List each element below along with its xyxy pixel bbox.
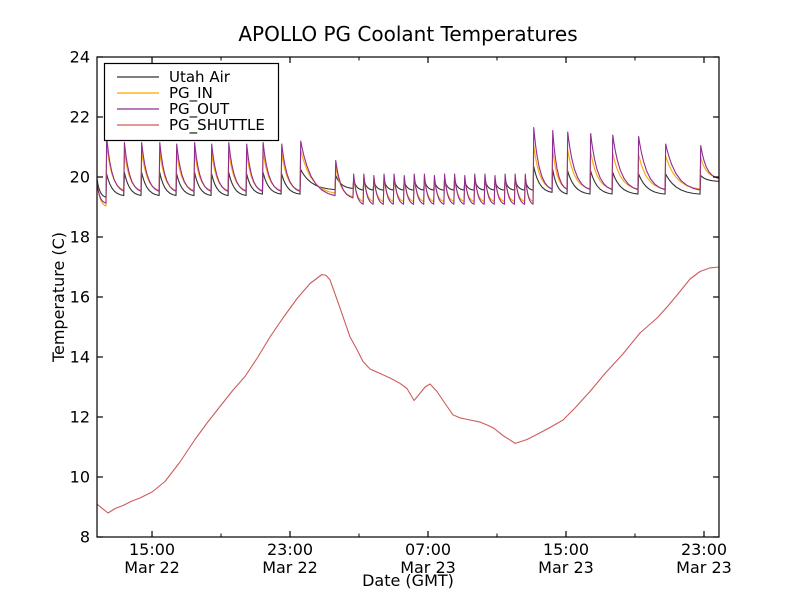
x-tick-label-time: 15:00 [129,540,175,559]
y-tick-label: 24 [70,48,90,67]
series-line-pg-shuttle [97,266,719,514]
y-tick-label: 22 [70,108,90,127]
legend-box [103,62,280,142]
x-tick-label-time: 23:00 [267,540,313,559]
series-lines [97,126,719,514]
y-tick-label: 20 [70,168,90,187]
y-tick-label: 16 [70,288,90,307]
legend-label-utah-air: Utah Air [169,68,231,86]
y-tick-label: 14 [70,348,90,367]
x-axis-label: Date (GMT) [362,571,454,590]
x-tick-label-date: Mar 23 [676,558,732,577]
legend-item-pg-in: PG_IN [117,84,213,103]
x-tick-label-time: 15:00 [543,540,589,559]
x-tick-label-time: 07:00 [405,540,451,559]
x-tick-label-date: Mar 22 [124,558,180,577]
x-tick-label-time: 23:00 [681,540,727,559]
x-tick-label-date: Mar 22 [262,558,318,577]
legend-label-pg-in: PG_IN [169,84,213,103]
x-tick-label-date: Mar 23 [400,558,456,577]
y-tick-label: 10 [70,468,90,487]
legend-label-pg-out: PG_OUT [169,100,230,119]
legend-item-utah-air: Utah Air [117,68,231,86]
y-tick-label: 8 [80,528,90,547]
series-line-pg-out [97,126,719,205]
y-tick-label: 18 [70,228,90,247]
series-line-utah-air [97,165,719,198]
legend-item-pg-out: PG_OUT [117,100,230,119]
y-tick-label: 12 [70,408,90,427]
y-axis-label: Temperature (C) [49,232,68,363]
legend-label-pg-shuttle: PG_SHUTTLE [169,116,265,135]
x-tick-label-date: Mar 23 [538,558,594,577]
legend-item-pg-shuttle: PG_SHUTTLE [117,116,265,135]
chart-title: APOLLO PG Coolant Temperatures [238,22,577,46]
